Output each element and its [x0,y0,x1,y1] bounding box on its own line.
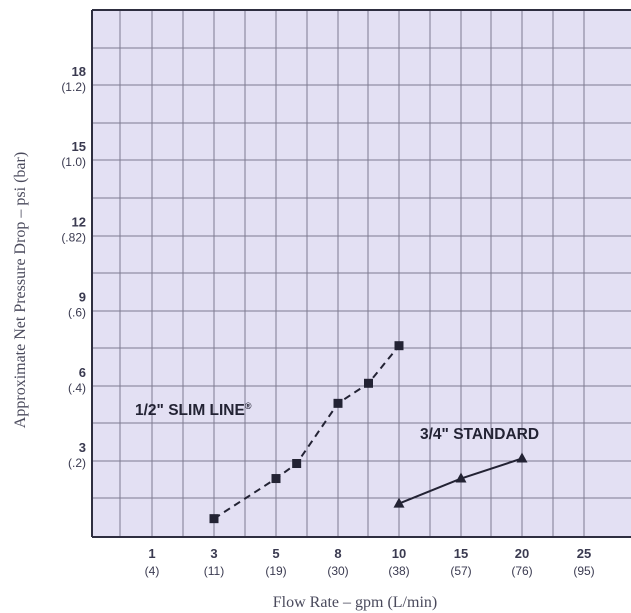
x-tick-label: 20 [515,546,529,561]
series-label-standard: 3/4" STANDARD [420,426,539,443]
plot-frame [91,9,631,538]
x-axis-ticks: 1 (4) 3 (11) 5 (19) 8 (30) 10 (38) 15 (57) 20 (76) 25 (… [145,546,595,578]
data-point-square [394,341,404,351]
y-axis-ticks: 3(.2) 6(.4) 9(.6) 12(.82) 15(1.0) 18(1.2) [61,64,86,470]
y-tick-label: 6 [79,365,86,380]
data-point-triangle [455,472,467,483]
x-tick-sublabel: (19) [265,564,286,578]
grid-lines [92,10,631,537]
y-axis-title: Approximate Net Pressure Drop – psi (bar… [12,152,29,428]
series-label-slim-line: 1/2" SLIM LINE® [135,401,252,419]
y-tick-sublabel: (.2) [68,456,86,470]
data-point-square [209,514,219,524]
y-tick-sublabel: (.6) [68,306,86,320]
y-tick-sublabel: (1.0) [61,155,86,169]
series-layer [209,341,528,524]
x-tick-label: 5 [272,546,279,561]
x-tick-sublabel: (95) [573,564,594,578]
x-tick-label: 3 [210,546,217,561]
x-axis-title: Flow Rate – gpm (L/min) [273,594,437,611]
y-tick-label: 3 [79,440,86,455]
y-tick-label: 18 [72,64,86,79]
y-tick-sublabel: (.82) [61,230,86,244]
data-point-triangle [393,497,405,508]
data-point-square [364,378,373,388]
data-point-square [292,459,302,469]
y-tick-label: 9 [79,290,86,305]
data-point-triangle [516,452,528,463]
x-tick-sublabel: (30) [327,564,348,578]
x-tick-sublabel: (76) [511,564,532,578]
y-tick-label: 12 [72,214,86,229]
data-point-square [333,398,343,408]
x-tick-sublabel: (57) [450,564,471,578]
x-tick-sublabel: (38) [388,564,409,578]
x-tick-sublabel: (4) [145,564,160,578]
y-tick-label: 15 [72,139,86,154]
y-tick-sublabel: (1.2) [61,80,86,94]
x-tick-label: 15 [454,546,468,561]
x-tick-label: 10 [392,546,406,561]
x-tick-sublabel: (11) [204,564,224,578]
series-line-0 [213,345,400,520]
x-tick-label: 1 [148,546,155,561]
x-tick-label: 25 [577,546,591,561]
x-tick-label: 8 [334,546,341,561]
data-point-square [271,474,281,484]
y-tick-sublabel: (.4) [68,381,86,395]
